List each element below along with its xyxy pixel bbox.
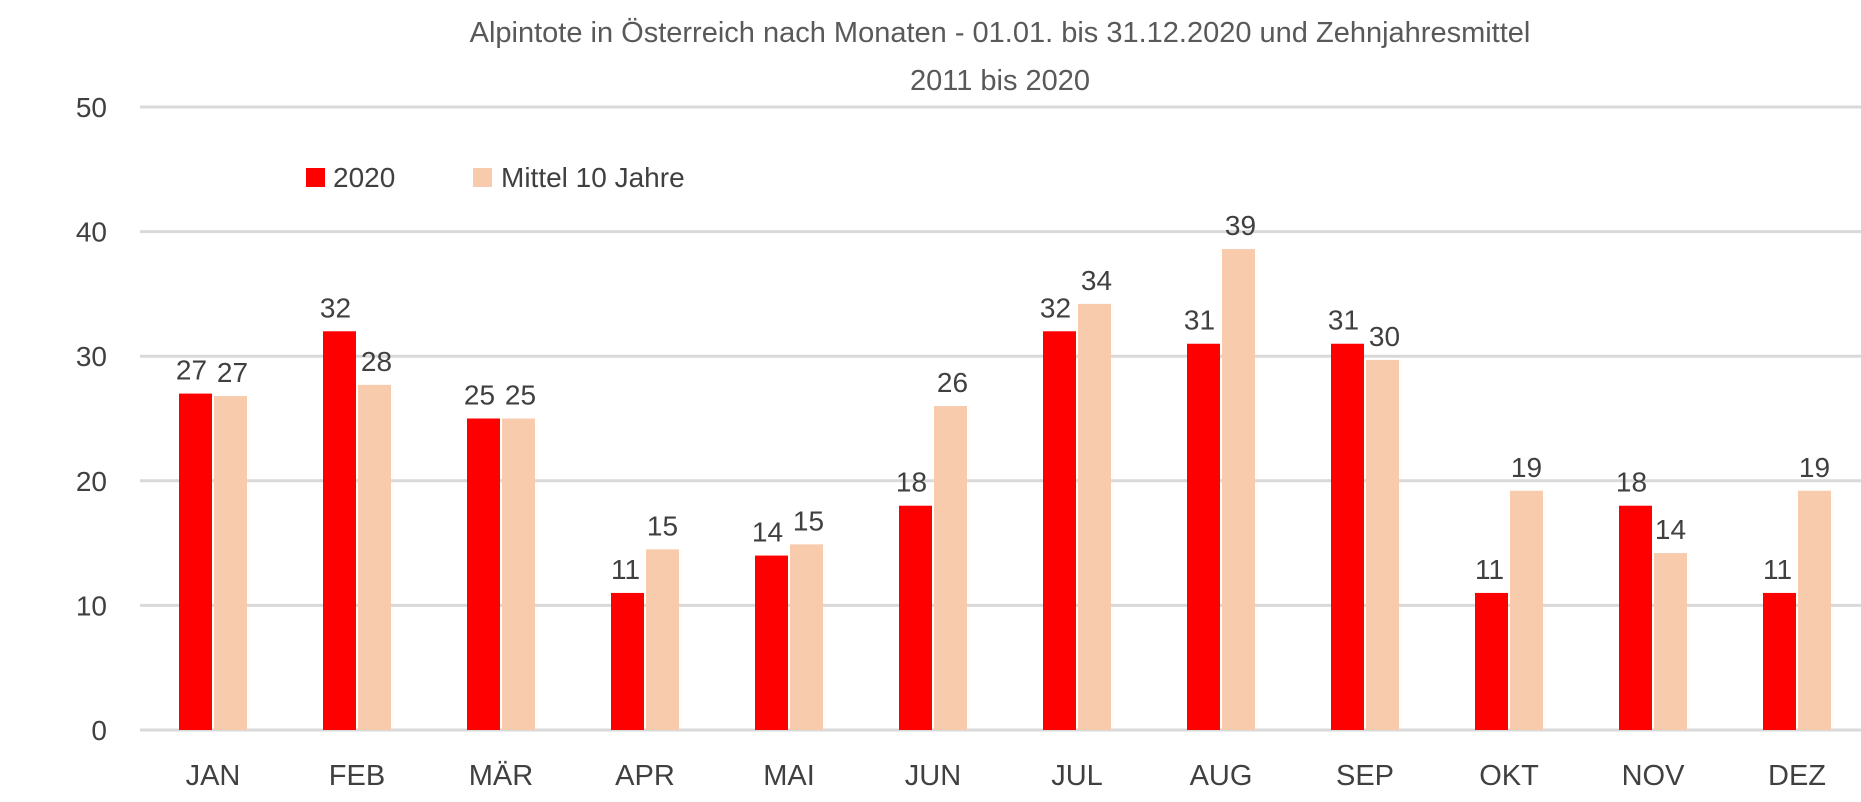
y-axis: 0 10 20 30 40 50 xyxy=(76,92,107,746)
x-category-label: JAN xyxy=(186,760,241,792)
data-label-mittel-10-jahre: 28 xyxy=(361,346,392,377)
data-label-2020: 11 xyxy=(611,554,640,585)
data-label-mittel-10-jahre: 25 xyxy=(505,380,536,411)
bar-mittel-10-jahre xyxy=(790,544,823,730)
data-label-mittel-10-jahre: 14 xyxy=(1655,514,1686,545)
bar-mittel-10-jahre xyxy=(1654,553,1687,730)
legend: 2020 Mittel 10 Jahre xyxy=(306,162,685,193)
y-tick-label: 0 xyxy=(91,715,107,746)
bar-2020 xyxy=(1331,343,1364,730)
bar-mittel-10-jahre xyxy=(358,384,391,730)
data-label-2020: 32 xyxy=(320,292,351,323)
bar-mittel-10-jahre xyxy=(1510,490,1543,730)
bar-mittel-10-jahre xyxy=(1366,359,1399,730)
data-label-mittel-10-jahre: 19 xyxy=(1799,452,1830,483)
bar-2020 xyxy=(899,505,932,730)
bar-mittel-10-jahre xyxy=(934,406,967,730)
x-category-label: DEZ xyxy=(1768,760,1826,792)
x-category-label: AUG xyxy=(1190,760,1253,792)
chart-title-line-1: Alpintote in Österreich nach Monaten - 0… xyxy=(470,17,1531,49)
legend-label-mittel: Mittel 10 Jahre xyxy=(501,162,685,193)
data-label-mittel-10-jahre: 15 xyxy=(647,510,678,541)
bar-2020 xyxy=(1619,505,1652,730)
x-category-label: NOV xyxy=(1622,760,1686,792)
data-label-mittel-10-jahre: 15 xyxy=(793,505,824,536)
legend-swatch-mittel xyxy=(473,168,492,187)
x-category-label: JUN xyxy=(905,760,961,792)
x-category-label: MAI xyxy=(763,760,815,792)
bar-2020 xyxy=(755,555,788,730)
y-tick-label: 50 xyxy=(76,92,107,123)
bar-2020 xyxy=(1475,592,1508,730)
bar-mittel-10-jahre xyxy=(1222,249,1255,730)
data-label-mittel-10-jahre: 19 xyxy=(1511,452,1542,483)
bars xyxy=(179,249,1831,730)
bar-2020 xyxy=(1043,331,1076,730)
bar-2020 xyxy=(1763,592,1796,730)
data-label-mittel-10-jahre: 27 xyxy=(217,357,248,388)
x-category-label: MÄR xyxy=(469,760,533,792)
y-tick-label: 20 xyxy=(76,466,107,497)
y-tick-label: 30 xyxy=(76,341,107,372)
bar-mittel-10-jahre xyxy=(1078,303,1111,730)
data-label-2020: 14 xyxy=(752,517,783,548)
bar-mittel-10-jahre xyxy=(646,549,679,730)
data-label-2020: 11 xyxy=(1763,554,1792,585)
x-category-label: JUL xyxy=(1051,760,1103,792)
data-label-2020: 25 xyxy=(464,380,495,411)
data-label-mittel-10-jahre: 26 xyxy=(937,367,968,398)
data-label-2020: 32 xyxy=(1040,292,1071,323)
data-label-mittel-10-jahre: 34 xyxy=(1081,265,1112,296)
bar-mittel-10-jahre xyxy=(502,418,535,730)
bar-mittel-10-jahre xyxy=(214,396,247,730)
data-label-2020: 27 xyxy=(176,355,207,386)
x-axis: JAN FEB MÄR APR MAI JUN JUL AUG SEP OKT NOV DEZ xyxy=(186,760,1826,792)
data-label-2020: 18 xyxy=(1616,467,1647,498)
y-tick-label: 40 xyxy=(76,217,107,248)
data-label-2020: 31 xyxy=(1184,305,1215,336)
data-label-2020: 31 xyxy=(1328,305,1359,336)
data-label-2020: 11 xyxy=(1475,554,1504,585)
bar-2020 xyxy=(323,331,356,730)
x-category-label: APR xyxy=(615,760,675,792)
y-tick-label: 10 xyxy=(76,590,107,621)
data-label-mittel-10-jahre: 30 xyxy=(1369,321,1400,352)
data-label-mittel-10-jahre: 39 xyxy=(1225,210,1256,241)
x-category-label: SEP xyxy=(1336,760,1394,792)
bar-mittel-10-jahre xyxy=(1798,490,1831,730)
bar-2020 xyxy=(611,592,644,730)
gridlines xyxy=(140,105,1861,732)
data-label-2020: 18 xyxy=(896,467,927,498)
legend-swatch-2020 xyxy=(306,168,325,187)
bar-2020 xyxy=(179,393,212,730)
x-category-label: FEB xyxy=(329,760,385,792)
x-category-label: OKT xyxy=(1479,760,1539,792)
bar-2020 xyxy=(1187,343,1220,730)
legend-label-2020: 2020 xyxy=(333,162,395,193)
bar-2020 xyxy=(467,418,500,730)
chart-title-line-2: 2011 bis 2020 xyxy=(910,65,1090,97)
